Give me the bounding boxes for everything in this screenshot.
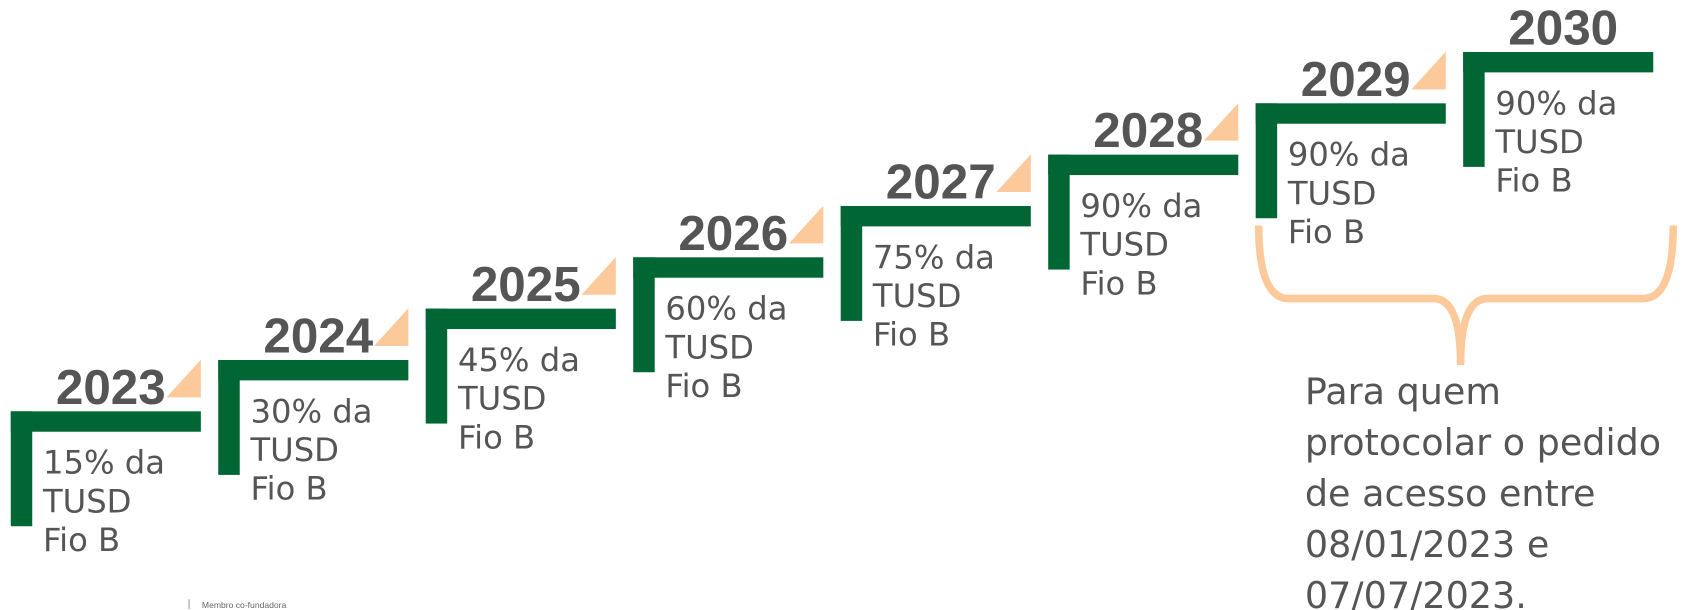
step-arrow xyxy=(1411,51,1446,90)
step-bar-horizontal xyxy=(218,359,409,381)
step-text: Fio B xyxy=(43,521,120,559)
step-bar-horizontal xyxy=(1255,103,1446,124)
step-text: TUSD xyxy=(457,380,546,418)
step-text: 30% da xyxy=(250,392,372,430)
step-arrow xyxy=(996,154,1031,193)
step-text: 60% da xyxy=(665,290,787,328)
step-year: 2027 xyxy=(886,154,996,209)
step-bar-horizontal xyxy=(840,205,1031,227)
step-arrow xyxy=(166,359,201,398)
step-year: 2029 xyxy=(1301,52,1411,107)
step-year: 2028 xyxy=(1093,103,1203,158)
step-bar-vertical xyxy=(1255,103,1278,219)
step-bar-horizontal xyxy=(633,257,824,278)
step-text: 45% da xyxy=(458,341,580,379)
step-text: 15% da xyxy=(43,444,165,482)
step-year: 2030 xyxy=(1508,0,1618,55)
step-text: TUSD xyxy=(1287,174,1376,212)
note-text: de acesso entre xyxy=(1305,472,1596,515)
step-text: Fio B xyxy=(665,367,742,405)
step-text: TUSD xyxy=(42,482,131,520)
step-bar-vertical xyxy=(218,359,240,475)
step-text: 75% da xyxy=(873,238,995,276)
step-bar-vertical xyxy=(1463,51,1485,167)
step-year: 2023 xyxy=(56,360,166,415)
step-text: Fio B xyxy=(1495,162,1572,200)
step-bar-horizontal xyxy=(10,411,201,432)
footer: Membro co-fundadora xyxy=(202,600,287,610)
step-bar-vertical xyxy=(633,257,655,373)
step-text: 90% da xyxy=(1288,136,1410,174)
step-year: 2026 xyxy=(678,206,788,261)
brace xyxy=(1254,225,1677,366)
step-bar-vertical xyxy=(425,308,448,424)
step-arrow xyxy=(788,205,824,244)
step-text: TUSD xyxy=(664,328,753,366)
note-text: protocolar o pedido xyxy=(1305,421,1661,464)
step-bar-vertical xyxy=(840,205,863,321)
step-text: TUSD xyxy=(249,431,338,469)
note-text: 07/07/2023. xyxy=(1305,574,1527,610)
step-bar-horizontal xyxy=(425,308,616,330)
step-year: 2024 xyxy=(263,308,373,363)
step-text: 90% da xyxy=(1495,84,1617,122)
step-text: Fio B xyxy=(1288,213,1365,251)
step-text: TUSD xyxy=(1079,226,1168,264)
step-text: Fio B xyxy=(873,316,950,354)
note-text: 08/01/2023 e xyxy=(1305,523,1549,566)
note-text: Para quem xyxy=(1305,370,1501,413)
step-text: Fio B xyxy=(250,470,327,508)
step-bar-vertical xyxy=(1048,154,1070,270)
step-text: TUSD xyxy=(1494,123,1583,161)
step-arrow xyxy=(581,257,616,295)
step-text: TUSD xyxy=(872,277,961,315)
step-text: 90% da xyxy=(1080,187,1202,225)
step-arrow xyxy=(373,308,409,347)
step-year: 2025 xyxy=(471,257,581,312)
step-bar-horizontal xyxy=(1463,51,1654,73)
step-text: Fio B xyxy=(1080,264,1157,302)
step-text: Fio B xyxy=(458,418,535,456)
step-arrow xyxy=(1203,103,1239,141)
step-bar-horizontal xyxy=(1048,154,1239,176)
step-bar-vertical xyxy=(10,411,33,527)
